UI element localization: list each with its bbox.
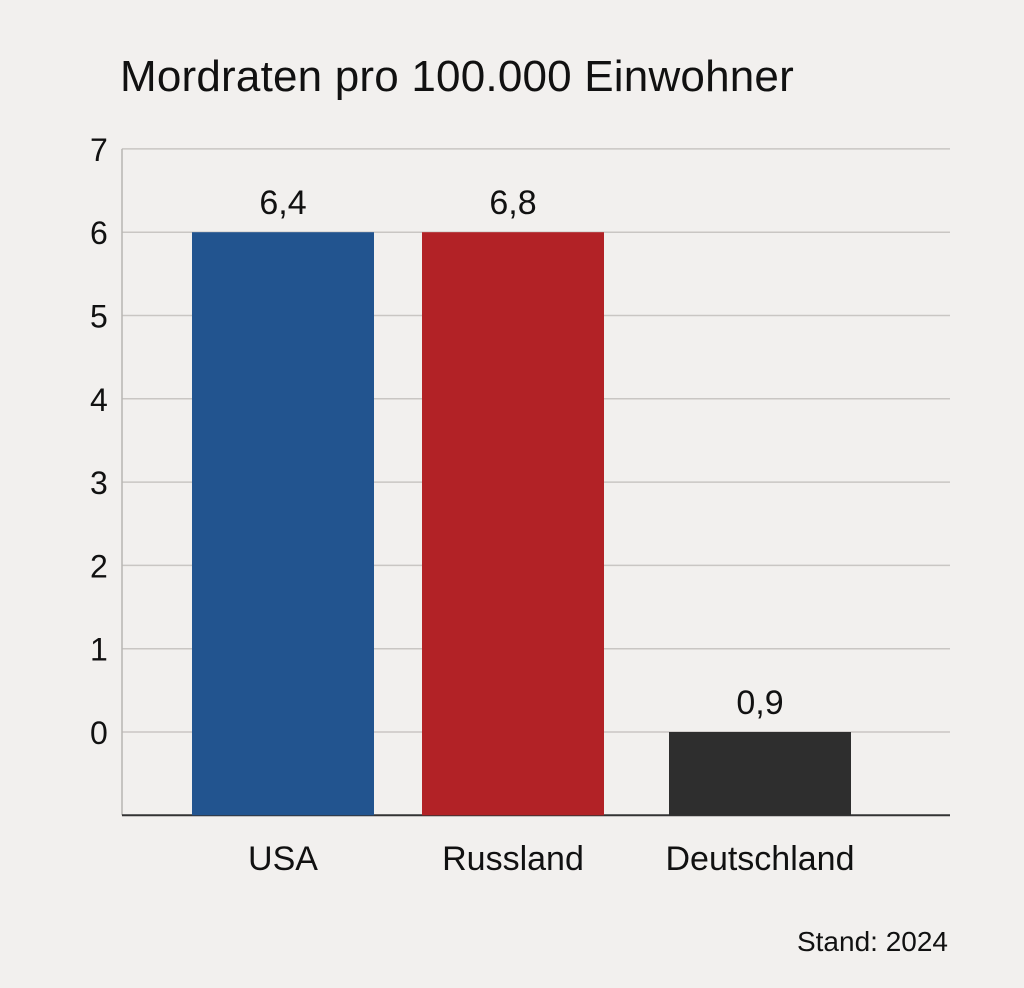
y-tick-label: 3 xyxy=(90,465,108,501)
bars xyxy=(192,232,851,816)
y-tick-label: 4 xyxy=(90,382,108,418)
labels: 7 6 5 4 3 2 1 0 6,4 USA 6,8 Russland 0,9 Deutschland xyxy=(90,132,855,878)
source-note: Stand: 2024 xyxy=(796,926,948,957)
chart-title: Mordraten pro 100.000 Einwohner xyxy=(120,52,794,101)
x-tick-label: USA xyxy=(248,840,318,878)
bar-deutschland xyxy=(669,732,851,816)
value-label: 6,8 xyxy=(489,184,536,222)
y-tick-label: 2 xyxy=(90,548,108,584)
value-label: 6,4 xyxy=(259,184,306,222)
y-tick-label: 1 xyxy=(90,632,108,668)
x-tick-label: Russland xyxy=(442,840,584,878)
y-tick-label: 0 xyxy=(90,715,108,751)
bar-russland xyxy=(422,232,604,816)
y-tick-label: 7 xyxy=(90,132,108,168)
x-tick-label: Deutschland xyxy=(665,840,854,878)
bar-usa xyxy=(192,232,374,816)
value-label: 0,9 xyxy=(736,684,783,722)
y-tick-label: 6 xyxy=(90,215,108,251)
y-tick-label: 5 xyxy=(90,299,108,335)
